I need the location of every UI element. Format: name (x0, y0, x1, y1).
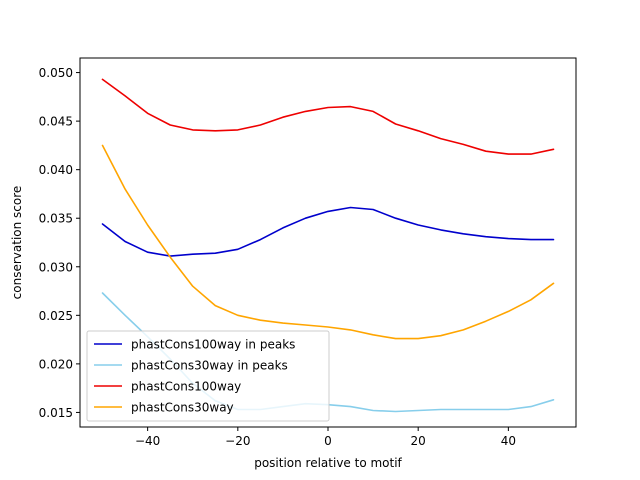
y-tick-label: 0.025 (39, 309, 73, 323)
legend: phastCons100way in peaks phastCons30way i… (86, 330, 330, 422)
x-tick-label: 20 (411, 434, 426, 448)
x-axis-ticks: −40 −20 0 20 40 (135, 427, 516, 448)
legend-box (86, 330, 330, 422)
y-tick-label: 0.050 (39, 66, 73, 80)
y-axis-ticks: 0.015 0.020 0.025 0.030 0.035 0.040 0.045 0.050 (39, 66, 80, 420)
legend-label: phastCons30way in peaks (131, 359, 288, 373)
x-tick-label: 40 (501, 434, 516, 448)
y-tick-label: 0.040 (39, 163, 73, 177)
y-tick-label: 0.015 (39, 406, 73, 420)
y-tick-label: 0.020 (39, 357, 73, 371)
legend-label: phastCons100way (131, 380, 241, 394)
legend-label: phastCons100way in peaks (131, 338, 295, 352)
y-tick-label: 0.045 (39, 115, 73, 129)
x-axis-label: position relative to motif (254, 456, 402, 470)
y-tick-label: 0.030 (39, 260, 73, 274)
y-axis-label: conservation score (10, 186, 24, 300)
x-tick-label: −40 (135, 434, 160, 448)
series-line-phastCons100way (101, 78, 555, 155)
x-tick-label: −20 (225, 434, 250, 448)
x-tick-label: 0 (324, 434, 332, 448)
legend-label: phastCons30way (131, 401, 234, 415)
y-tick-label: 0.035 (39, 212, 73, 226)
series-line-phastCons30way (101, 144, 555, 340)
series-line-phastCons100way-in-peaks (101, 206, 555, 257)
